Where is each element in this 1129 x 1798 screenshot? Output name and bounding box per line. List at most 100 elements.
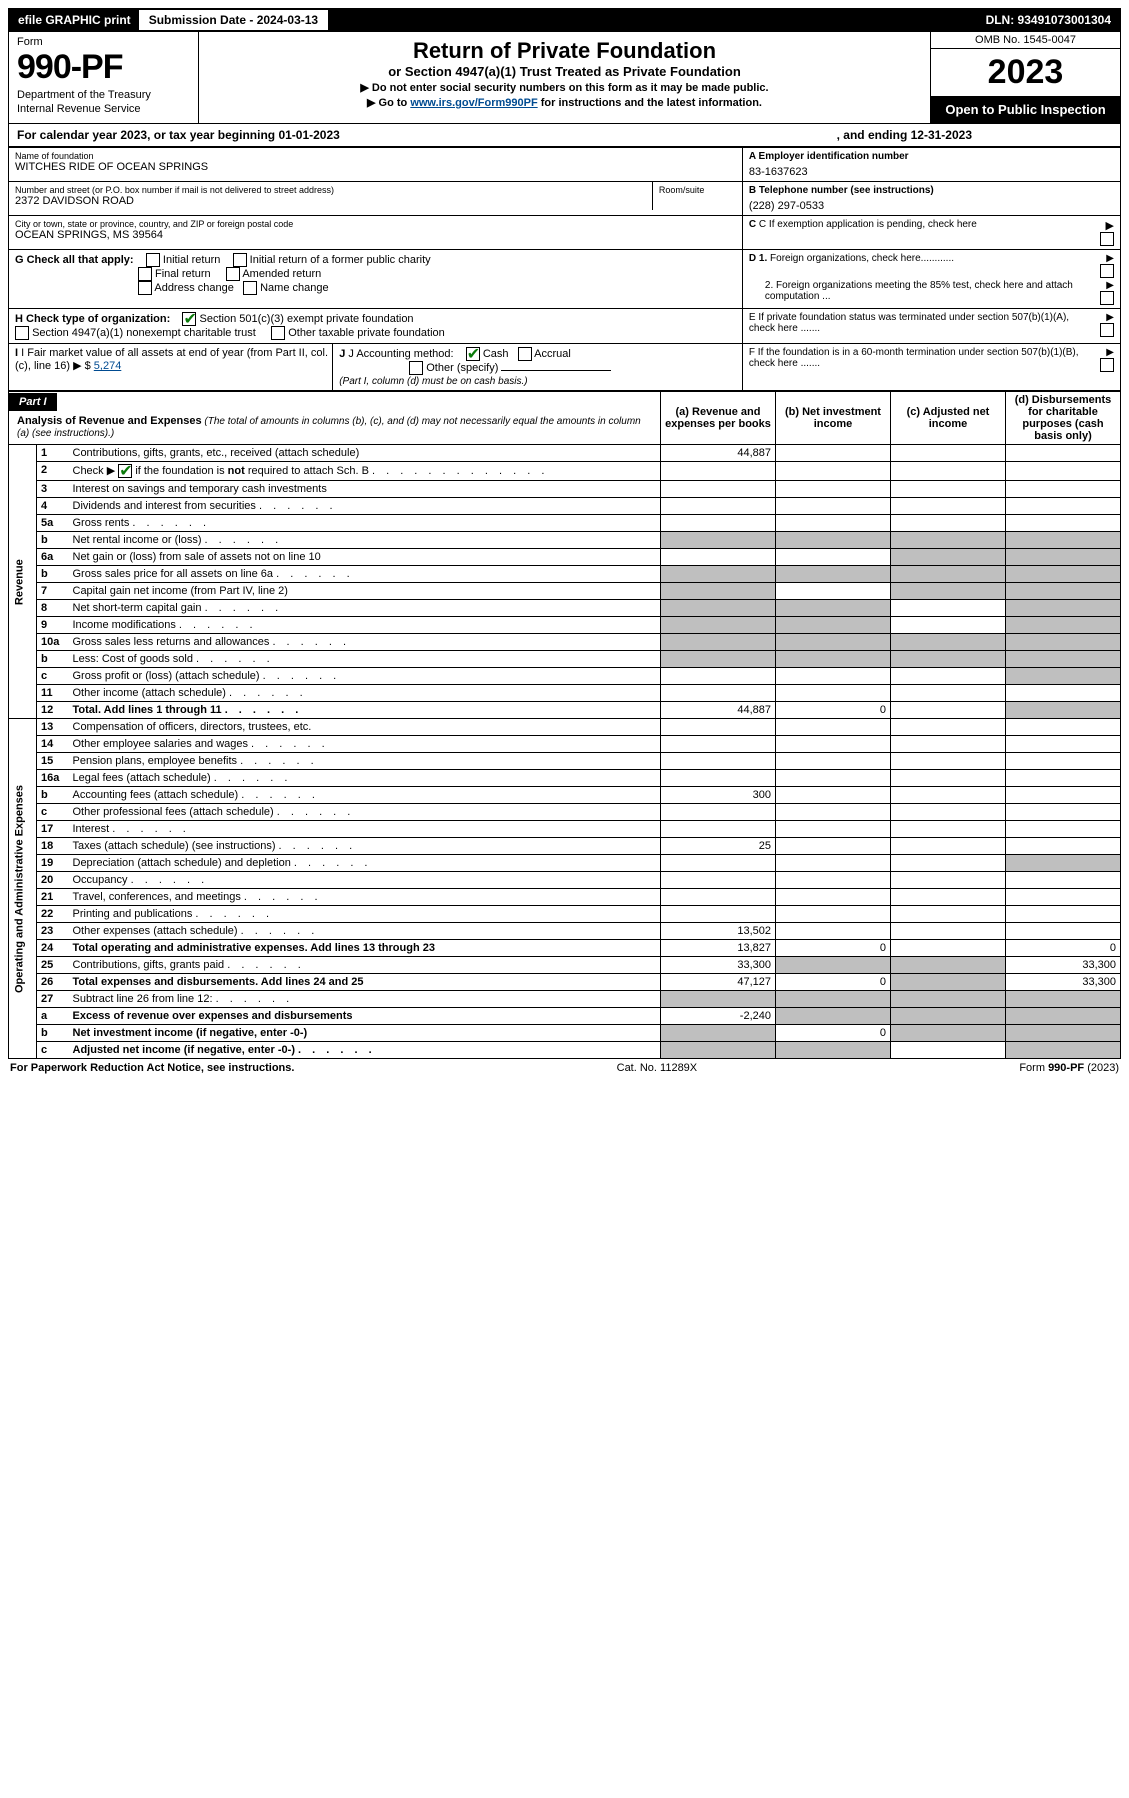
j-accrual-checkbox[interactable] xyxy=(518,347,532,361)
irs: Internal Revenue Service xyxy=(17,103,190,115)
cell-d xyxy=(1006,498,1121,515)
cell-c xyxy=(891,702,1006,719)
cell-b xyxy=(776,1008,891,1025)
cell-b xyxy=(776,481,891,498)
col-c-header: (c) Adjusted net income xyxy=(891,392,1006,445)
irs-link[interactable]: www.irs.gov/Form990PF xyxy=(410,97,537,109)
line-description: Accounting fees (attach schedule) . . . … xyxy=(69,787,661,804)
i-fmv-label: I Fair market value of all assets at end… xyxy=(15,347,328,372)
cell-c xyxy=(891,668,1006,685)
i-fmv-value[interactable]: 5,274 xyxy=(94,360,122,372)
d1-checkbox[interactable] xyxy=(1100,264,1114,278)
g-address-change-checkbox[interactable] xyxy=(138,281,152,295)
g-label: G Check all that apply: xyxy=(15,254,134,266)
line-number: b xyxy=(37,566,69,583)
cell-c xyxy=(891,532,1006,549)
city-state-label: City or town, state or province, country… xyxy=(15,219,736,229)
cell-b: 0 xyxy=(776,1025,891,1042)
cell-c xyxy=(891,1025,1006,1042)
cell-d xyxy=(1006,668,1121,685)
line-description: Other employee salaries and wages . . . … xyxy=(69,736,661,753)
line-number: 17 xyxy=(37,821,69,838)
line-description: Other professional fees (attach schedule… xyxy=(69,804,661,821)
cell-b xyxy=(776,1042,891,1059)
line-description: Contributions, gifts, grants, etc., rece… xyxy=(69,445,661,462)
cell-a xyxy=(661,634,776,651)
line-number: 12 xyxy=(37,702,69,719)
f-checkbox[interactable] xyxy=(1100,358,1114,372)
cell-d xyxy=(1006,770,1121,787)
col-a-header: (a) Revenue and expenses per books xyxy=(661,392,776,445)
cell-b xyxy=(776,855,891,872)
cell-c xyxy=(891,583,1006,600)
cell-a xyxy=(661,583,776,600)
line-number: 11 xyxy=(37,685,69,702)
name-of-foundation-label: Name of foundation xyxy=(15,151,736,161)
cell-b xyxy=(776,719,891,736)
g-name-change-checkbox[interactable] xyxy=(243,281,257,295)
g-amended-return-checkbox[interactable] xyxy=(226,267,240,281)
cell-d xyxy=(1006,532,1121,549)
cell-b xyxy=(776,634,891,651)
cell-a: -2,240 xyxy=(661,1008,776,1025)
cell-c xyxy=(891,600,1006,617)
line-number: 27 xyxy=(37,991,69,1008)
cell-c xyxy=(891,498,1006,515)
cell-b xyxy=(776,566,891,583)
cell-d: 33,300 xyxy=(1006,957,1121,974)
line-description: Total expenses and disbursements. Add li… xyxy=(69,974,661,991)
g-final-return-checkbox[interactable] xyxy=(138,267,152,281)
cell-b xyxy=(776,991,891,1008)
line-number: c xyxy=(37,668,69,685)
cell-c xyxy=(891,855,1006,872)
cell-a: 25 xyxy=(661,838,776,855)
h-4947-checkbox[interactable] xyxy=(15,326,29,340)
part-i-label: Part I xyxy=(9,393,57,411)
cell-c xyxy=(891,770,1006,787)
line-number: 26 xyxy=(37,974,69,991)
form-title: Return of Private Foundation xyxy=(209,38,920,64)
line-description: Gross profit or (loss) (attach schedule)… xyxy=(69,668,661,685)
cell-c xyxy=(891,906,1006,923)
c-checkbox[interactable] xyxy=(1100,232,1114,246)
cell-b xyxy=(776,498,891,515)
line-description: Occupancy . . . . . . xyxy=(69,872,661,889)
cell-a: 13,502 xyxy=(661,923,776,940)
cell-a xyxy=(661,753,776,770)
line-number: 22 xyxy=(37,906,69,923)
cell-a xyxy=(661,600,776,617)
cell-b xyxy=(776,583,891,600)
j-other-checkbox[interactable] xyxy=(409,361,423,375)
line-description: Gross rents . . . . . . xyxy=(69,515,661,532)
cell-d xyxy=(1006,872,1121,889)
line-number: 10a xyxy=(37,634,69,651)
g-initial-return-former-checkbox[interactable] xyxy=(233,253,247,267)
cell-c xyxy=(891,974,1006,991)
cell-c xyxy=(891,515,1006,532)
cell-a xyxy=(661,462,776,481)
cell-a xyxy=(661,906,776,923)
cell-b xyxy=(776,872,891,889)
line-number: 5a xyxy=(37,515,69,532)
g-initial-return-checkbox[interactable] xyxy=(146,253,160,267)
line-number: 18 xyxy=(37,838,69,855)
line-description: Taxes (attach schedule) (see instruction… xyxy=(69,838,661,855)
cell-c xyxy=(891,1042,1006,1059)
cell-b xyxy=(776,600,891,617)
h-other-taxable-checkbox[interactable] xyxy=(271,326,285,340)
line-description: Depreciation (attach schedule) and deple… xyxy=(69,855,661,872)
cell-b xyxy=(776,770,891,787)
instr-2: ▶ Go to www.irs.gov/Form990PF for instru… xyxy=(209,96,920,109)
calendar-year-line: For calendar year 2023, or tax year begi… xyxy=(8,124,1121,147)
h-501c3-checkbox[interactable] xyxy=(182,312,196,326)
line-number: c xyxy=(37,804,69,821)
d2-checkbox[interactable] xyxy=(1100,291,1114,305)
cell-a xyxy=(661,770,776,787)
cell-b xyxy=(776,549,891,566)
j-cash-checkbox[interactable] xyxy=(466,347,480,361)
cell-d xyxy=(1006,462,1121,481)
cell-a: 44,887 xyxy=(661,702,776,719)
line-description: Net short-term capital gain . . . . . . xyxy=(69,600,661,617)
e-checkbox[interactable] xyxy=(1100,323,1114,337)
sch-b-checkbox[interactable] xyxy=(118,464,132,478)
